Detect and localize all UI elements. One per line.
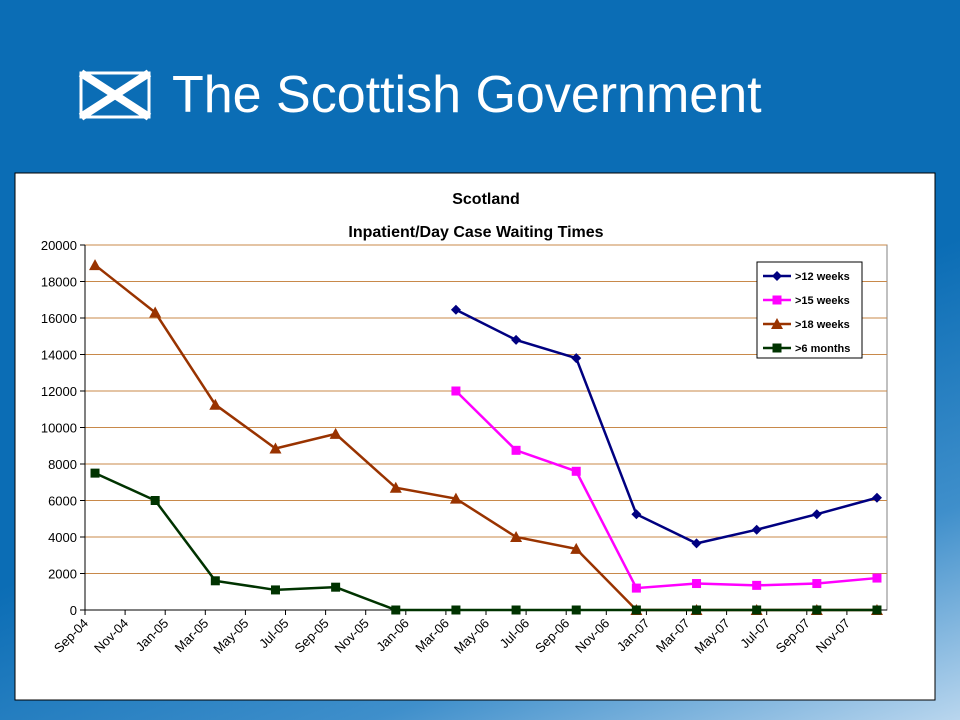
legend-marker xyxy=(772,295,782,305)
marker xyxy=(149,306,162,318)
marker xyxy=(872,605,882,615)
marker xyxy=(89,259,102,271)
marker xyxy=(571,605,581,615)
legend-label: >6 months xyxy=(795,343,850,355)
header-title: The Scottish Government xyxy=(172,66,762,124)
marker xyxy=(631,605,641,615)
marker xyxy=(389,481,402,493)
marker xyxy=(150,496,160,505)
marker xyxy=(510,531,523,542)
legend-marker xyxy=(772,271,782,281)
saltire-flag xyxy=(78,69,152,121)
marker xyxy=(90,468,100,478)
y-tick-label: 2000 xyxy=(48,567,77,582)
y-tick-label: 18000 xyxy=(41,275,77,290)
marker xyxy=(209,398,222,410)
chart-title: Scotland xyxy=(452,191,520,208)
marker xyxy=(812,605,822,615)
y-tick-label: 6000 xyxy=(48,494,77,509)
chart-subtitle: Inpatient/Day Case Waiting Times xyxy=(348,224,603,241)
marker xyxy=(631,509,642,520)
marker xyxy=(691,538,702,549)
marker xyxy=(269,442,282,454)
marker xyxy=(511,605,521,615)
legend-label: >18 weeks xyxy=(795,319,850,331)
marker xyxy=(511,334,522,345)
marker xyxy=(752,605,762,615)
y-tick-label: 12000 xyxy=(41,384,77,399)
legend-label: >15 weeks xyxy=(795,295,850,307)
legend-marker xyxy=(772,343,782,353)
series-line xyxy=(455,308,878,545)
marker xyxy=(449,492,462,504)
marker xyxy=(812,579,822,589)
marker xyxy=(270,585,280,595)
marker xyxy=(451,386,461,396)
marker xyxy=(511,445,521,455)
marker xyxy=(692,605,702,615)
series-line xyxy=(455,390,878,590)
y-tick-label: 14000 xyxy=(41,348,77,363)
y-tick-label: 0 xyxy=(70,603,77,618)
y-tick-label: 4000 xyxy=(48,530,77,545)
marker xyxy=(331,582,341,592)
series-line xyxy=(94,471,877,612)
y-tick-label: 8000 xyxy=(48,457,77,472)
marker xyxy=(571,353,582,364)
marker xyxy=(692,579,702,589)
legend: >12 weeks >15 weeks >18 weeks >6 months xyxy=(756,261,863,359)
marker xyxy=(571,466,581,476)
marker xyxy=(329,427,342,439)
marker xyxy=(450,304,461,315)
legend-marker xyxy=(771,318,783,329)
marker xyxy=(570,542,583,554)
legend-label: >12 weeks xyxy=(795,271,850,283)
marker xyxy=(872,573,882,583)
marker xyxy=(752,580,762,590)
marker xyxy=(751,524,762,535)
marker xyxy=(451,605,461,615)
marker xyxy=(871,492,882,503)
marker xyxy=(391,605,401,615)
marker xyxy=(811,509,822,520)
y-tick-label: 16000 xyxy=(41,311,77,326)
marker xyxy=(631,583,641,593)
y-tick-label: 20000 xyxy=(41,238,77,253)
marker xyxy=(210,576,220,586)
y-tick-label: 10000 xyxy=(41,421,77,436)
